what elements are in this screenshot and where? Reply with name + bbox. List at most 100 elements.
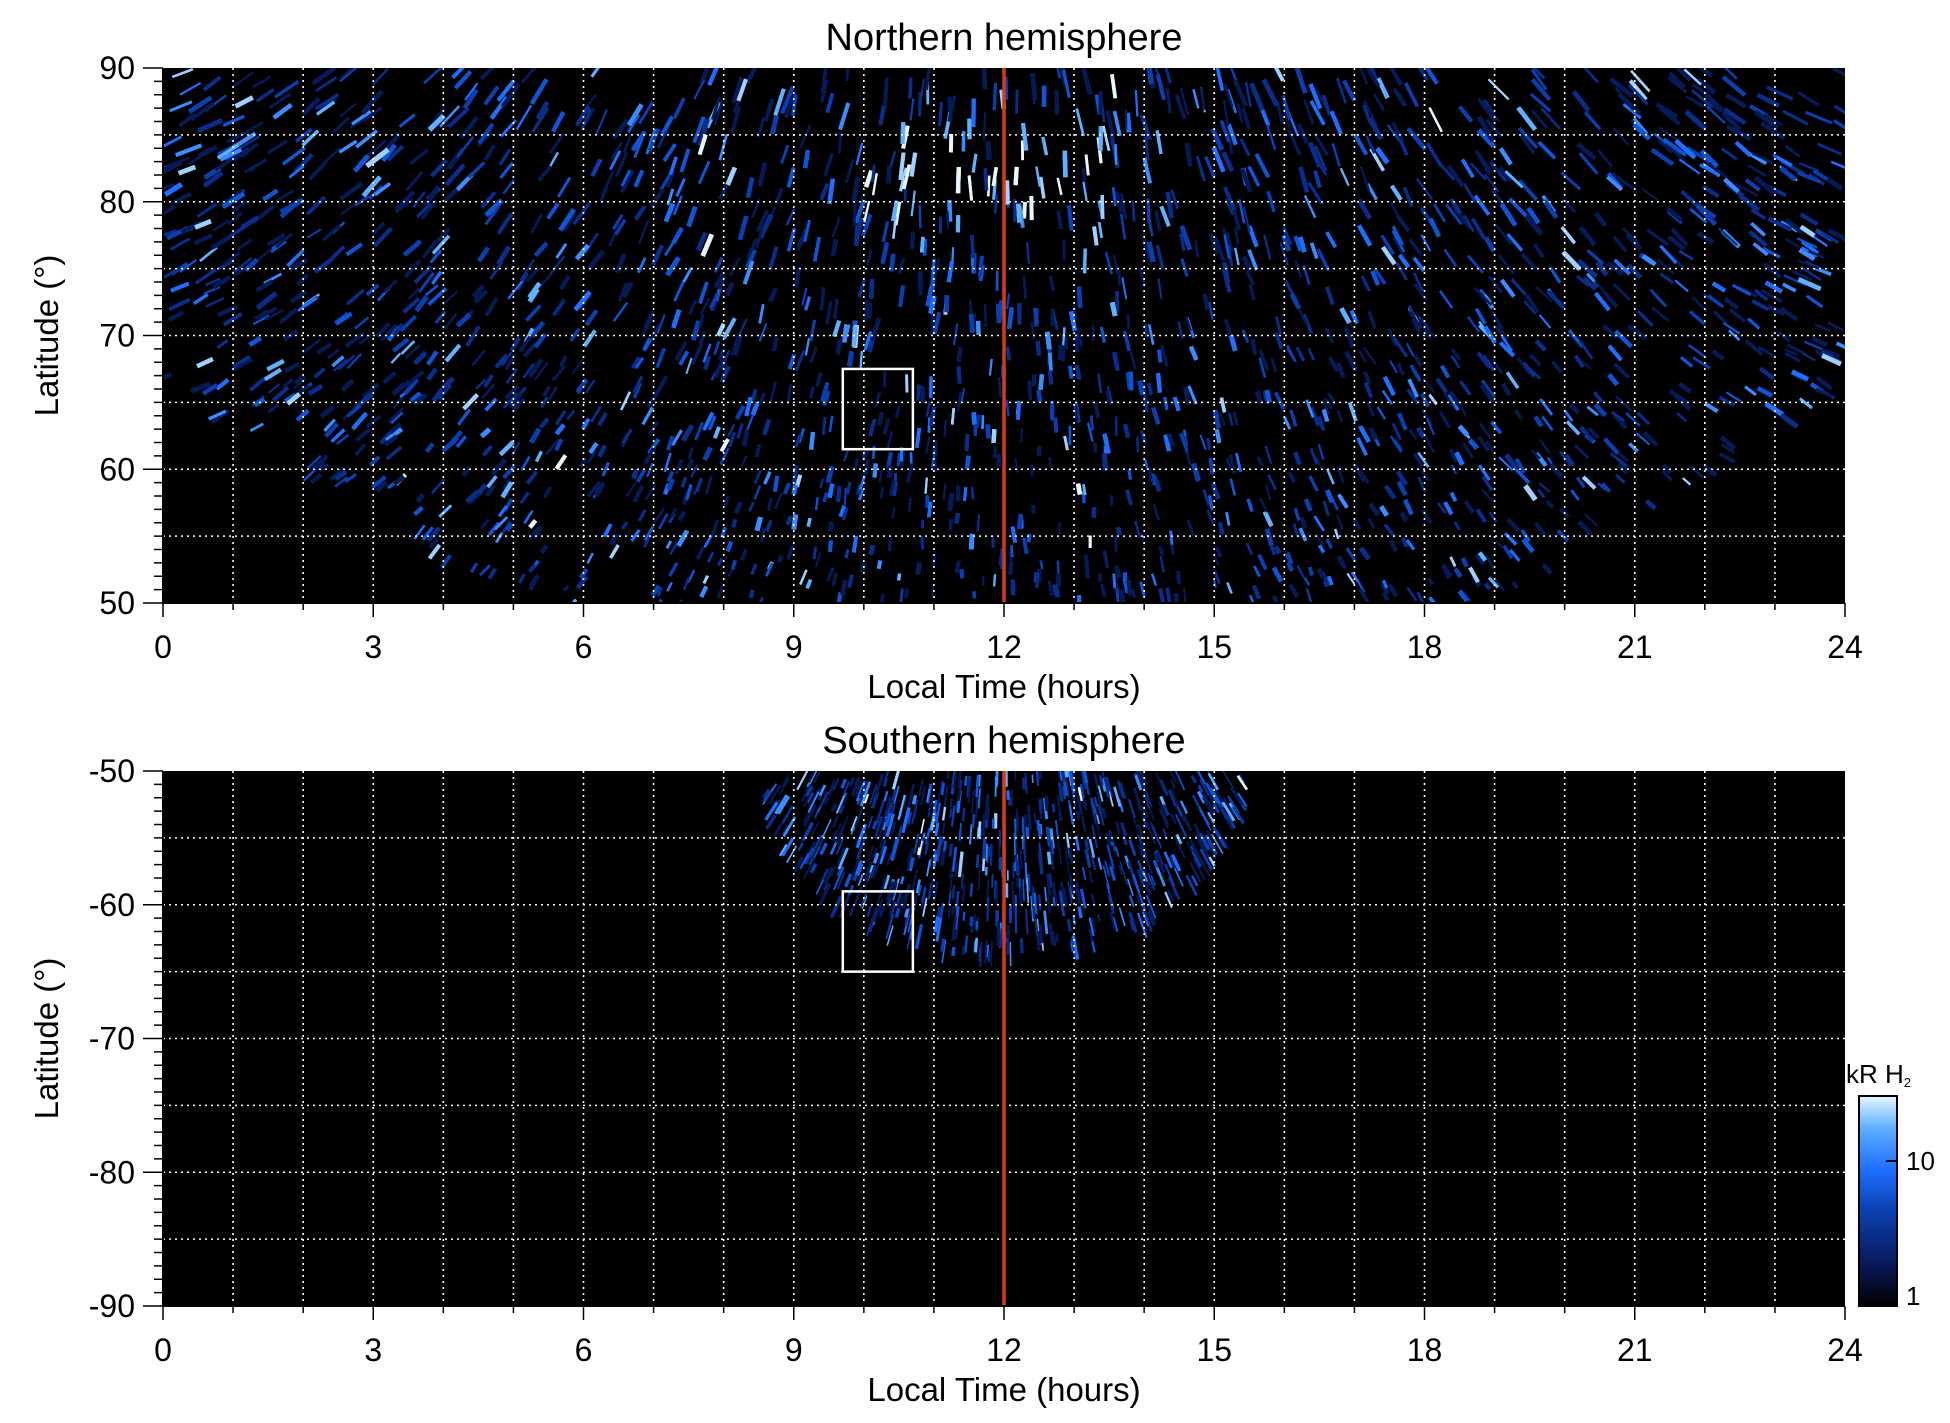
emission-mark xyxy=(1143,794,1151,809)
emission-mark xyxy=(982,112,987,141)
emission-mark xyxy=(1228,334,1238,352)
emission-mark xyxy=(902,164,912,190)
emission-mark xyxy=(1601,323,1619,340)
emission-mark xyxy=(819,478,825,489)
emission-mark xyxy=(1387,583,1399,598)
emission-mark xyxy=(1137,844,1146,859)
emission-mark xyxy=(533,332,547,349)
emission-mark xyxy=(574,243,590,261)
emission-mark xyxy=(1353,133,1369,156)
emission-mark xyxy=(354,195,370,207)
emission-mark xyxy=(800,786,811,803)
emission-mark xyxy=(1102,433,1111,454)
emission-mark xyxy=(1293,451,1302,466)
emission-mark xyxy=(1226,88,1238,114)
emission-mark xyxy=(906,811,913,825)
emission-mark xyxy=(1125,489,1134,506)
emission-mark xyxy=(1617,452,1629,463)
emission-mark xyxy=(1202,796,1215,816)
emission-mark xyxy=(279,197,305,215)
emission-mark xyxy=(1048,352,1053,371)
emission-mark xyxy=(836,592,843,603)
emission-mark xyxy=(1494,579,1506,592)
emission-mark xyxy=(829,840,838,855)
emission-mark xyxy=(1044,331,1052,350)
emission-mark xyxy=(1449,198,1463,215)
emission-mark xyxy=(1606,175,1623,192)
emission-mark xyxy=(641,406,654,426)
emission-mark xyxy=(713,256,724,273)
emission-mark xyxy=(686,458,695,470)
emission-mark xyxy=(839,791,849,808)
emission-mark xyxy=(455,312,472,328)
emission-mark xyxy=(278,308,298,325)
emission-mark xyxy=(886,852,892,866)
y-tick-label: -90 xyxy=(89,1288,135,1324)
emission-mark xyxy=(170,281,190,293)
emission-mark xyxy=(227,211,243,226)
emission-mark xyxy=(742,260,755,285)
emission-mark xyxy=(434,227,451,244)
emission-mark xyxy=(1146,241,1156,263)
emission-mark xyxy=(520,456,531,471)
emission-mark xyxy=(911,799,919,824)
emission-mark xyxy=(842,324,849,343)
emission-mark xyxy=(883,790,889,802)
emission-mark xyxy=(1367,310,1377,329)
emission-mark xyxy=(614,218,627,236)
emission-mark xyxy=(1576,142,1597,161)
emission-mark xyxy=(427,114,446,132)
emission-mark xyxy=(1504,453,1519,471)
emission-mark xyxy=(947,492,955,512)
emission-mark xyxy=(744,396,753,417)
emission-mark xyxy=(936,906,942,917)
emission-mark xyxy=(1655,102,1679,119)
emission-mark xyxy=(1625,412,1641,427)
emission-mark xyxy=(1427,577,1434,586)
emission-mark xyxy=(1033,812,1037,823)
emission-mark xyxy=(1720,147,1738,161)
emission-mark xyxy=(1225,511,1231,526)
emission-mark xyxy=(1659,272,1674,285)
emission-mark xyxy=(1798,397,1813,410)
emission-mark xyxy=(753,485,762,500)
emission-mark xyxy=(306,228,322,239)
emission-mark xyxy=(293,373,306,386)
emission-mark xyxy=(1174,813,1188,839)
y-axis-label: Latitude (°) xyxy=(28,958,65,1120)
emission-mark xyxy=(353,316,370,330)
emission-mark xyxy=(1219,120,1231,143)
emission-mark xyxy=(1832,119,1845,130)
emission-mark xyxy=(1168,855,1178,869)
emission-mark xyxy=(1170,813,1177,825)
emission-mark xyxy=(288,165,305,179)
emission-mark xyxy=(528,564,537,573)
x-tick-label: 15 xyxy=(1196,1332,1232,1368)
emission-mark xyxy=(1805,294,1824,309)
emission-mark xyxy=(957,788,962,801)
emission-mark xyxy=(650,244,665,266)
emission-mark xyxy=(665,169,676,188)
emission-mark xyxy=(1344,350,1359,373)
emission-mark xyxy=(803,847,815,865)
emission-mark xyxy=(1147,214,1154,237)
emission-mark xyxy=(1039,560,1044,570)
emission-mark xyxy=(465,325,481,347)
emission-mark xyxy=(1192,794,1200,807)
emission-mark xyxy=(860,213,873,237)
emission-mark xyxy=(1005,346,1012,361)
emission-mark xyxy=(1722,322,1741,335)
emission-mark xyxy=(1662,463,1673,474)
emission-mark xyxy=(231,71,254,88)
emission-mark xyxy=(1453,521,1461,531)
emission-mark xyxy=(1396,480,1408,497)
emission-mark xyxy=(1210,482,1221,500)
emission-mark xyxy=(1234,247,1240,266)
emission-mark xyxy=(1134,90,1139,117)
emission-mark xyxy=(1462,442,1475,459)
emission-mark xyxy=(699,585,709,598)
emission-mark xyxy=(765,562,774,577)
emission-mark xyxy=(1027,380,1033,401)
emission-mark xyxy=(1159,205,1171,228)
emission-mark xyxy=(1228,412,1234,426)
